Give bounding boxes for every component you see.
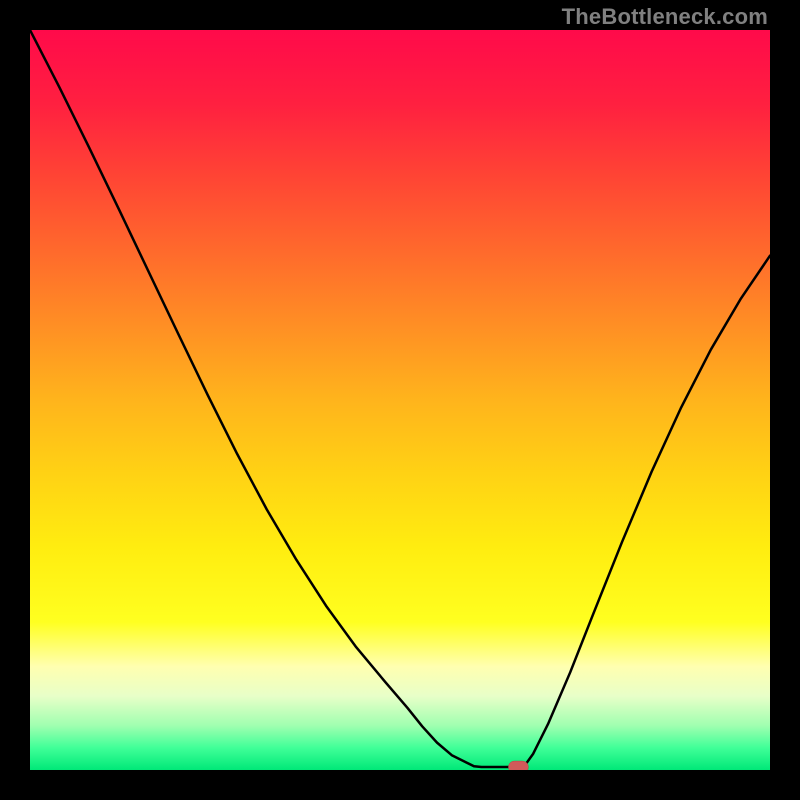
- chart-container: TheBottleneck.com: [0, 0, 800, 800]
- plot-svg: [30, 30, 770, 770]
- bottleneck-curve: [30, 30, 770, 767]
- plot-area: [30, 30, 770, 770]
- watermark-text: TheBottleneck.com: [562, 4, 768, 30]
- optimum-marker: [508, 761, 528, 770]
